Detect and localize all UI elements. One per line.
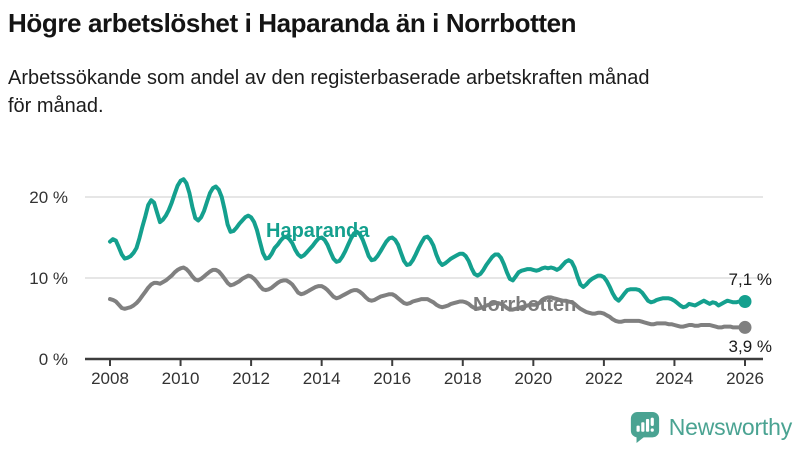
page-title: Högre arbetslöshet i Haparanda än i Norr… — [8, 8, 577, 38]
newsworthy-logo-icon — [630, 411, 659, 443]
svg-text:20 %: 20 % — [29, 188, 68, 207]
newsworthy-logo[interactable]: Newsworthy — [629, 410, 792, 444]
svg-text:2010: 2010 — [162, 369, 200, 388]
svg-text:2024: 2024 — [656, 369, 694, 388]
svg-text:2008: 2008 — [91, 369, 129, 388]
svg-text:2016: 2016 — [373, 369, 411, 388]
end-value-haparanda: 7,1 % — [728, 270, 772, 289]
svg-text:0 %: 0 % — [39, 350, 68, 369]
svg-text:2020: 2020 — [514, 369, 552, 388]
svg-text:2026: 2026 — [726, 369, 764, 388]
newsworthy-logo-text: Newsworthy — [668, 413, 792, 440]
series-label-haparanda: Haparanda — [266, 220, 370, 242]
svg-text:2014: 2014 — [303, 369, 341, 388]
svg-text:10 %: 10 % — [29, 269, 68, 288]
end-value-norrbotten: 3,9 % — [728, 337, 772, 356]
svg-text:2018: 2018 — [444, 369, 482, 388]
series-label-norrbotten: Norrbotten — [473, 294, 577, 316]
svg-text:2012: 2012 — [232, 369, 270, 388]
svg-text:2022: 2022 — [585, 369, 623, 388]
chart-subtitle: Arbetssökande som andel av den registerb… — [8, 67, 650, 117]
